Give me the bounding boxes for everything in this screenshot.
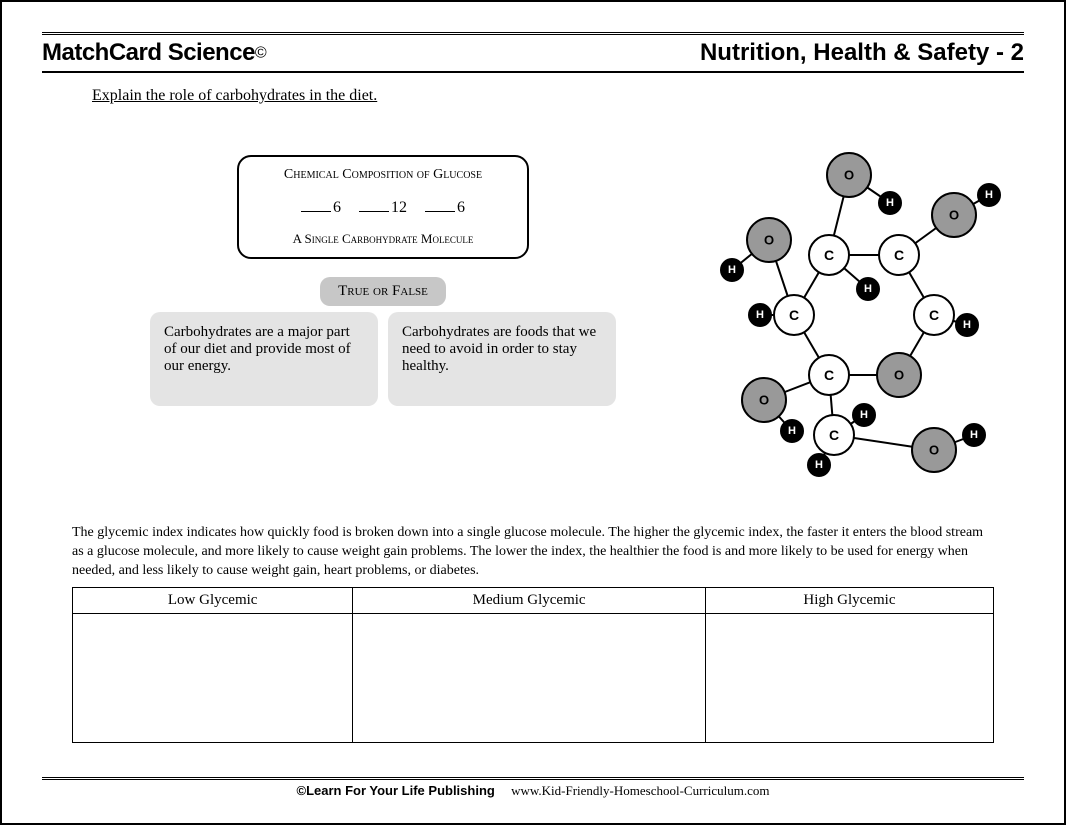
- svg-text:C: C: [824, 247, 834, 263]
- svg-text:O: O: [929, 443, 939, 458]
- chem-slot: 12: [359, 199, 407, 217]
- prompt-text: Explain the role of carbohydrates in the…: [92, 87, 1024, 105]
- table-cell: [705, 613, 993, 742]
- tf-card: Carbohydrates are foods that we need to …: [388, 312, 616, 406]
- col-header: Medium Glycemic: [353, 587, 706, 613]
- svg-text:H: H: [815, 459, 823, 471]
- chem-formula-row: 6 12 6: [253, 199, 513, 217]
- svg-text:H: H: [860, 409, 868, 421]
- content-row: Chemical Composition of Glucose 6 12 6 A…: [42, 115, 1024, 500]
- col-header: Low Glycemic: [73, 587, 353, 613]
- svg-text:C: C: [824, 367, 834, 383]
- tf-card: Carbohydrates are a major part of our di…: [150, 312, 378, 406]
- molecule-column: C C C O C C C O O O O O H H H H H H H H H H: [664, 115, 1024, 500]
- chem-slot: 6: [301, 199, 341, 217]
- blank-line: [359, 201, 389, 212]
- svg-text:H: H: [886, 197, 894, 209]
- col-header: High Glycemic: [705, 587, 993, 613]
- svg-text:C: C: [789, 307, 799, 323]
- table-cell: [73, 613, 353, 742]
- glycemic-paragraph: The glycemic index indicates how quickly…: [72, 524, 994, 581]
- svg-text:C: C: [829, 427, 839, 443]
- footer-url: www.Kid-Friendly-Homeschool-Curriculum.c…: [511, 783, 769, 798]
- svg-text:O: O: [949, 208, 959, 223]
- subscript: 6: [457, 199, 465, 217]
- chem-box-title: Chemical Composition of Glucose: [253, 167, 513, 183]
- true-false-cards: Carbohydrates are a major part of our di…: [102, 312, 664, 406]
- svg-text:H: H: [970, 429, 978, 441]
- svg-text:O: O: [764, 233, 774, 248]
- svg-text:O: O: [844, 168, 854, 183]
- worksheet-page: MatchCard Science© Nutrition, Health & S…: [0, 0, 1066, 825]
- true-false-heading: True or False: [320, 277, 446, 306]
- svg-text:H: H: [756, 309, 764, 321]
- svg-text:H: H: [963, 319, 971, 331]
- subscript: 12: [391, 199, 407, 217]
- glucose-molecule-diagram: C C C O C C C O O O O O H H H H H H H H H H: [664, 115, 1024, 495]
- subscript: 6: [333, 199, 341, 217]
- chemical-composition-box: Chemical Composition of Glucose 6 12 6 A…: [237, 155, 529, 259]
- svg-text:C: C: [929, 307, 939, 323]
- glycemic-table: Low Glycemic Medium Glycemic High Glycem…: [72, 587, 994, 743]
- brand-title: MatchCard Science©: [42, 39, 266, 67]
- svg-text:O: O: [894, 368, 904, 383]
- blank-line: [425, 201, 455, 212]
- svg-text:H: H: [864, 283, 872, 295]
- chem-slot: 6: [425, 199, 465, 217]
- svg-text:H: H: [728, 264, 736, 276]
- brand-copyright: ©: [255, 45, 266, 62]
- brand-text: MatchCard Science: [42, 39, 255, 66]
- true-false-section: True or False Carbohydrates are a major …: [102, 259, 664, 406]
- table-header-row: Low Glycemic Medium Glycemic High Glycem…: [73, 587, 994, 613]
- svg-text:H: H: [985, 189, 993, 201]
- blank-line: [301, 201, 331, 212]
- table-cell: [353, 613, 706, 742]
- svg-text:O: O: [759, 393, 769, 408]
- footer: ©Learn For Your Life Publishing www.Kid-…: [42, 777, 1024, 799]
- publisher: ©Learn For Your Life Publishing: [297, 783, 495, 798]
- svg-text:H: H: [788, 425, 796, 437]
- svg-text:C: C: [894, 247, 904, 263]
- table-row: [73, 613, 994, 742]
- header-bar: MatchCard Science© Nutrition, Health & S…: [42, 32, 1024, 73]
- chem-box-subtitle: A Single Carbohydrate Molecule: [253, 231, 513, 247]
- left-column: Chemical Composition of Glucose 6 12 6 A…: [42, 115, 664, 500]
- topic-title: Nutrition, Health & Safety - 2: [700, 39, 1024, 67]
